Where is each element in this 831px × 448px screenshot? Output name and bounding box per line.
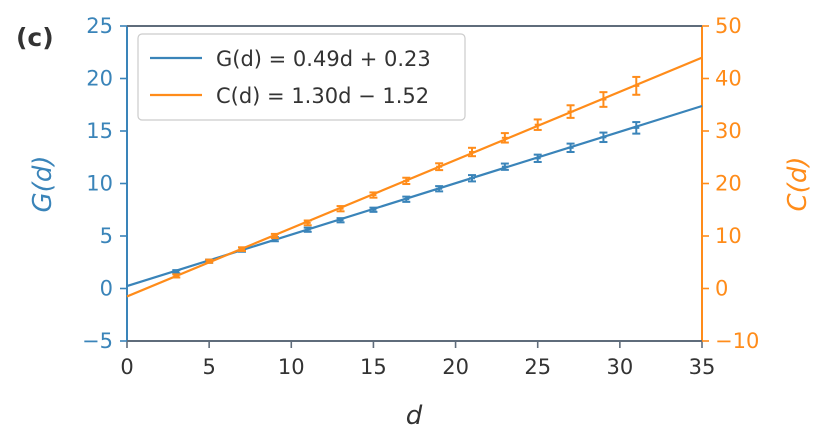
data-point-g (500, 162, 509, 171)
right-y-axis-title: C(d) (783, 157, 813, 212)
x-tick-label: 15 (360, 355, 387, 379)
right-y-tick-label: 0 (715, 277, 728, 301)
series-g (126, 104, 703, 288)
data-point-c (468, 146, 476, 158)
right-y-tick-label: 50 (715, 14, 742, 38)
x-tick-label: 10 (278, 355, 305, 379)
left-y-tick-label: 10 (86, 172, 113, 196)
legend-box (137, 33, 466, 121)
legend-label-g: G(d) = 0.49d + 0.23 (216, 47, 431, 71)
data-point-c (270, 232, 279, 240)
left-y-tick-label: 25 (86, 14, 113, 38)
left-y-tick-label: 20 (86, 67, 113, 91)
data-point-c (566, 104, 575, 119)
fit-line-g (126, 104, 703, 288)
left-y-axis-title: G(d) (28, 156, 58, 213)
data-point-g (435, 185, 444, 193)
left-y-tick-label: 0 (100, 277, 113, 301)
data-point-g (468, 174, 476, 183)
x-tick-label: 30 (606, 355, 633, 379)
data-point-g (336, 217, 345, 224)
panel-label: (c) (16, 23, 54, 52)
legend-label-c: C(d) = 1.30d − 1.52 (216, 84, 429, 108)
x-tick-label: 20 (442, 355, 469, 379)
data-point-c (402, 176, 411, 186)
fit-line-c (126, 56, 703, 298)
data-point-c (599, 91, 608, 108)
x-tick-label: 0 (120, 355, 133, 379)
series-c (126, 56, 703, 298)
x-tick-label: 5 (202, 355, 215, 379)
left-y-tick-label: −5 (82, 329, 113, 353)
data-point-g (533, 153, 542, 163)
data-point-c (369, 191, 378, 199)
data-point-g (172, 269, 181, 275)
data-point-g (303, 226, 312, 233)
data-point-c (435, 162, 444, 172)
x-tick-label: 25 (524, 355, 551, 379)
x-tick-label: 35 (689, 355, 716, 379)
right-y-tick-label: 30 (715, 119, 742, 143)
x-axis-ticks: 0 5 10 15 20 25 30 35 (120, 341, 715, 379)
data-point-c (336, 205, 345, 213)
right-y-axis-ticks: −10 0 10 20 30 40 50 (702, 14, 759, 353)
data-point-g (402, 195, 411, 203)
data-point-g (632, 121, 641, 135)
data-point-c (533, 118, 542, 131)
right-y-tick-label: −10 (715, 329, 759, 353)
data-point-c (632, 75, 641, 96)
left-y-axis-ticks: −5 0 5 10 15 20 25 (82, 14, 127, 353)
data-point-g (566, 142, 575, 153)
x-axis-title: d (406, 401, 423, 431)
series-layer (126, 56, 703, 298)
data-point-c (303, 219, 312, 227)
data-point-c (172, 273, 181, 279)
data-point-c (238, 246, 246, 252)
left-y-tick-label: 15 (86, 119, 113, 143)
right-y-tick-label: 20 (715, 172, 742, 196)
legend: G(d) = 0.49d + 0.23 C(d) = 1.30d − 1.52 (137, 33, 466, 121)
right-y-tick-label: 40 (715, 67, 742, 91)
data-point-c (205, 258, 214, 264)
right-y-tick-label: 10 (715, 224, 742, 248)
data-point-g (369, 206, 378, 213)
data-point-g (599, 131, 608, 144)
data-point-c (500, 132, 509, 144)
left-y-tick-label: 5 (100, 224, 113, 248)
